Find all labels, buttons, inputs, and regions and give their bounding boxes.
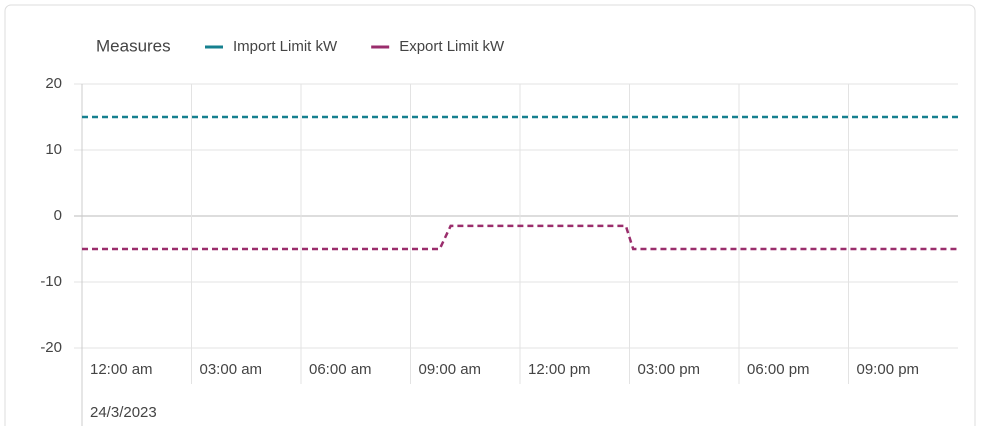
legend-label: Export Limit kW <box>399 38 505 55</box>
y-tick-label: 10 <box>45 141 62 158</box>
card <box>4 4 976 431</box>
y-tick-label: 20 <box>45 75 62 92</box>
legend-title: Measures <box>96 36 171 55</box>
date-label: 24/3/2023 <box>90 404 157 421</box>
x-tick-label: 09:00 am <box>419 361 482 378</box>
x-tick-label: 12:00 pm <box>528 361 591 378</box>
x-tick-label: 12:00 am <box>90 361 153 378</box>
line-series <box>82 224 958 251</box>
y-tick-label: -10 <box>40 273 62 290</box>
x-tick-label: 06:00 am <box>309 361 372 378</box>
y-tick-label: 0 <box>54 207 62 224</box>
y-tick-label: -20 <box>40 339 62 356</box>
legend-label: Import Limit kW <box>233 38 338 55</box>
x-tick-label: 03:00 pm <box>638 361 701 378</box>
x-tick-label: 06:00 pm <box>747 361 810 378</box>
x-tick-label: 03:00 am <box>200 361 263 378</box>
x-tick-label: 09:00 pm <box>857 361 920 378</box>
